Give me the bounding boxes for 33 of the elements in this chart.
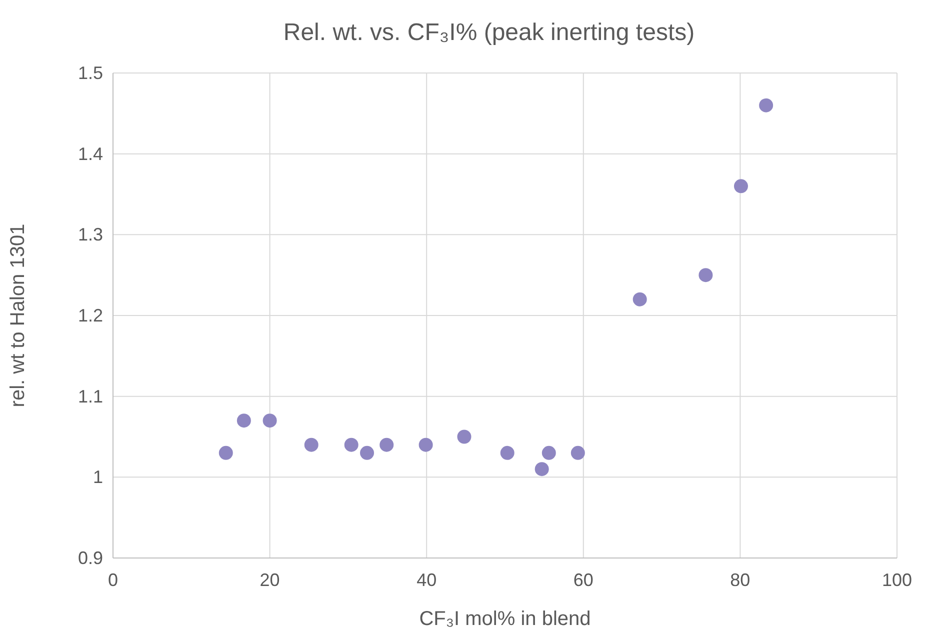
point (759, 98, 774, 112)
y-tick-label: 1.5 (78, 63, 103, 83)
chart-title: Rel. wt. vs. CF₃I% (peak inerting tests) (283, 19, 695, 46)
y-tick-label: 1.4 (78, 144, 103, 164)
y-axis-title: rel. wt to Halon 1301 (7, 224, 29, 408)
point (360, 446, 374, 460)
x-tick-label: 100 (882, 570, 912, 590)
point (734, 179, 748, 194)
y-tick-label: 1.3 (78, 224, 103, 245)
point (236, 414, 251, 428)
y-tick-label: 1.2 (78, 306, 103, 326)
x-tick-label: 40 (416, 570, 437, 590)
point (218, 446, 233, 460)
x-tick-label: 60 (573, 570, 594, 590)
x-tick-label: 80 (730, 570, 750, 590)
point (570, 446, 585, 460)
y-tick-label: 0.9 (78, 548, 103, 568)
x-axis-title: CF₃I mol% in blend (419, 608, 591, 630)
x-tick-label: 20 (260, 570, 280, 590)
point (380, 438, 394, 452)
point (262, 414, 277, 428)
point (500, 446, 514, 460)
point (304, 438, 318, 452)
point (698, 268, 713, 282)
y-tick-label: 1 (92, 467, 103, 488)
point (542, 446, 556, 460)
point (534, 462, 549, 476)
point (344, 438, 358, 452)
point (632, 292, 647, 306)
point (457, 430, 472, 444)
x-tick-label: 0 (108, 570, 118, 590)
point (418, 438, 433, 452)
y-tick-label: 1.1 (78, 386, 103, 406)
